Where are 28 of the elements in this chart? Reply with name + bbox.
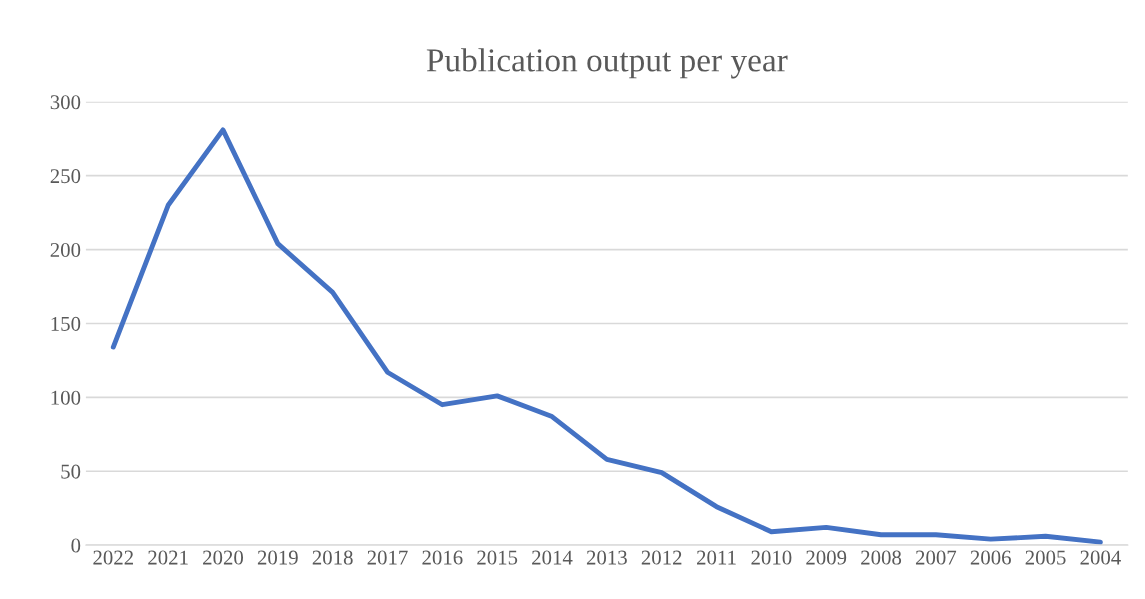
y-tick-label: 250 <box>50 169 81 184</box>
x-tick-label: 2017 <box>367 550 408 565</box>
y-tick-label: 150 <box>51 316 81 331</box>
y-tick-label: 200 <box>50 242 81 258</box>
x-tick-label: 2020 <box>203 550 244 565</box>
x-tick-label: 2004 <box>1080 550 1121 565</box>
x-tick-label: 2011 <box>697 550 736 565</box>
x-tick-label: 2009 <box>806 550 847 565</box>
x-tick-label: 2016 <box>422 550 463 565</box>
x-tick-label: 2008 <box>861 550 902 565</box>
x-tick-label: 2005 <box>1025 550 1066 565</box>
x-tick-label: 2021 <box>148 550 188 565</box>
x-tick-label: 2022 <box>93 550 133 565</box>
x-tick-label: 2007 <box>915 550 957 565</box>
x-tick-label: 2018 <box>312 550 353 565</box>
x-tick-label: 2012 <box>641 550 682 565</box>
x-tick-label: 2010 <box>751 550 792 565</box>
x-tick-label: 2019 <box>257 550 298 565</box>
line-series <box>110 127 1103 545</box>
x-tick-label: 2006 <box>970 550 1011 565</box>
y-tick-label: 50 <box>61 464 81 479</box>
x-tick-label: 2013 <box>586 550 627 565</box>
chart-title: Publication output per year <box>426 48 788 79</box>
y-tick-label: 0 <box>71 538 81 553</box>
x-tick-label: 2014 <box>532 550 573 565</box>
y-tick-label: 100 <box>51 390 81 405</box>
x-tick-label: 2015 <box>477 550 518 565</box>
y-tick-label: 300 <box>50 95 81 110</box>
